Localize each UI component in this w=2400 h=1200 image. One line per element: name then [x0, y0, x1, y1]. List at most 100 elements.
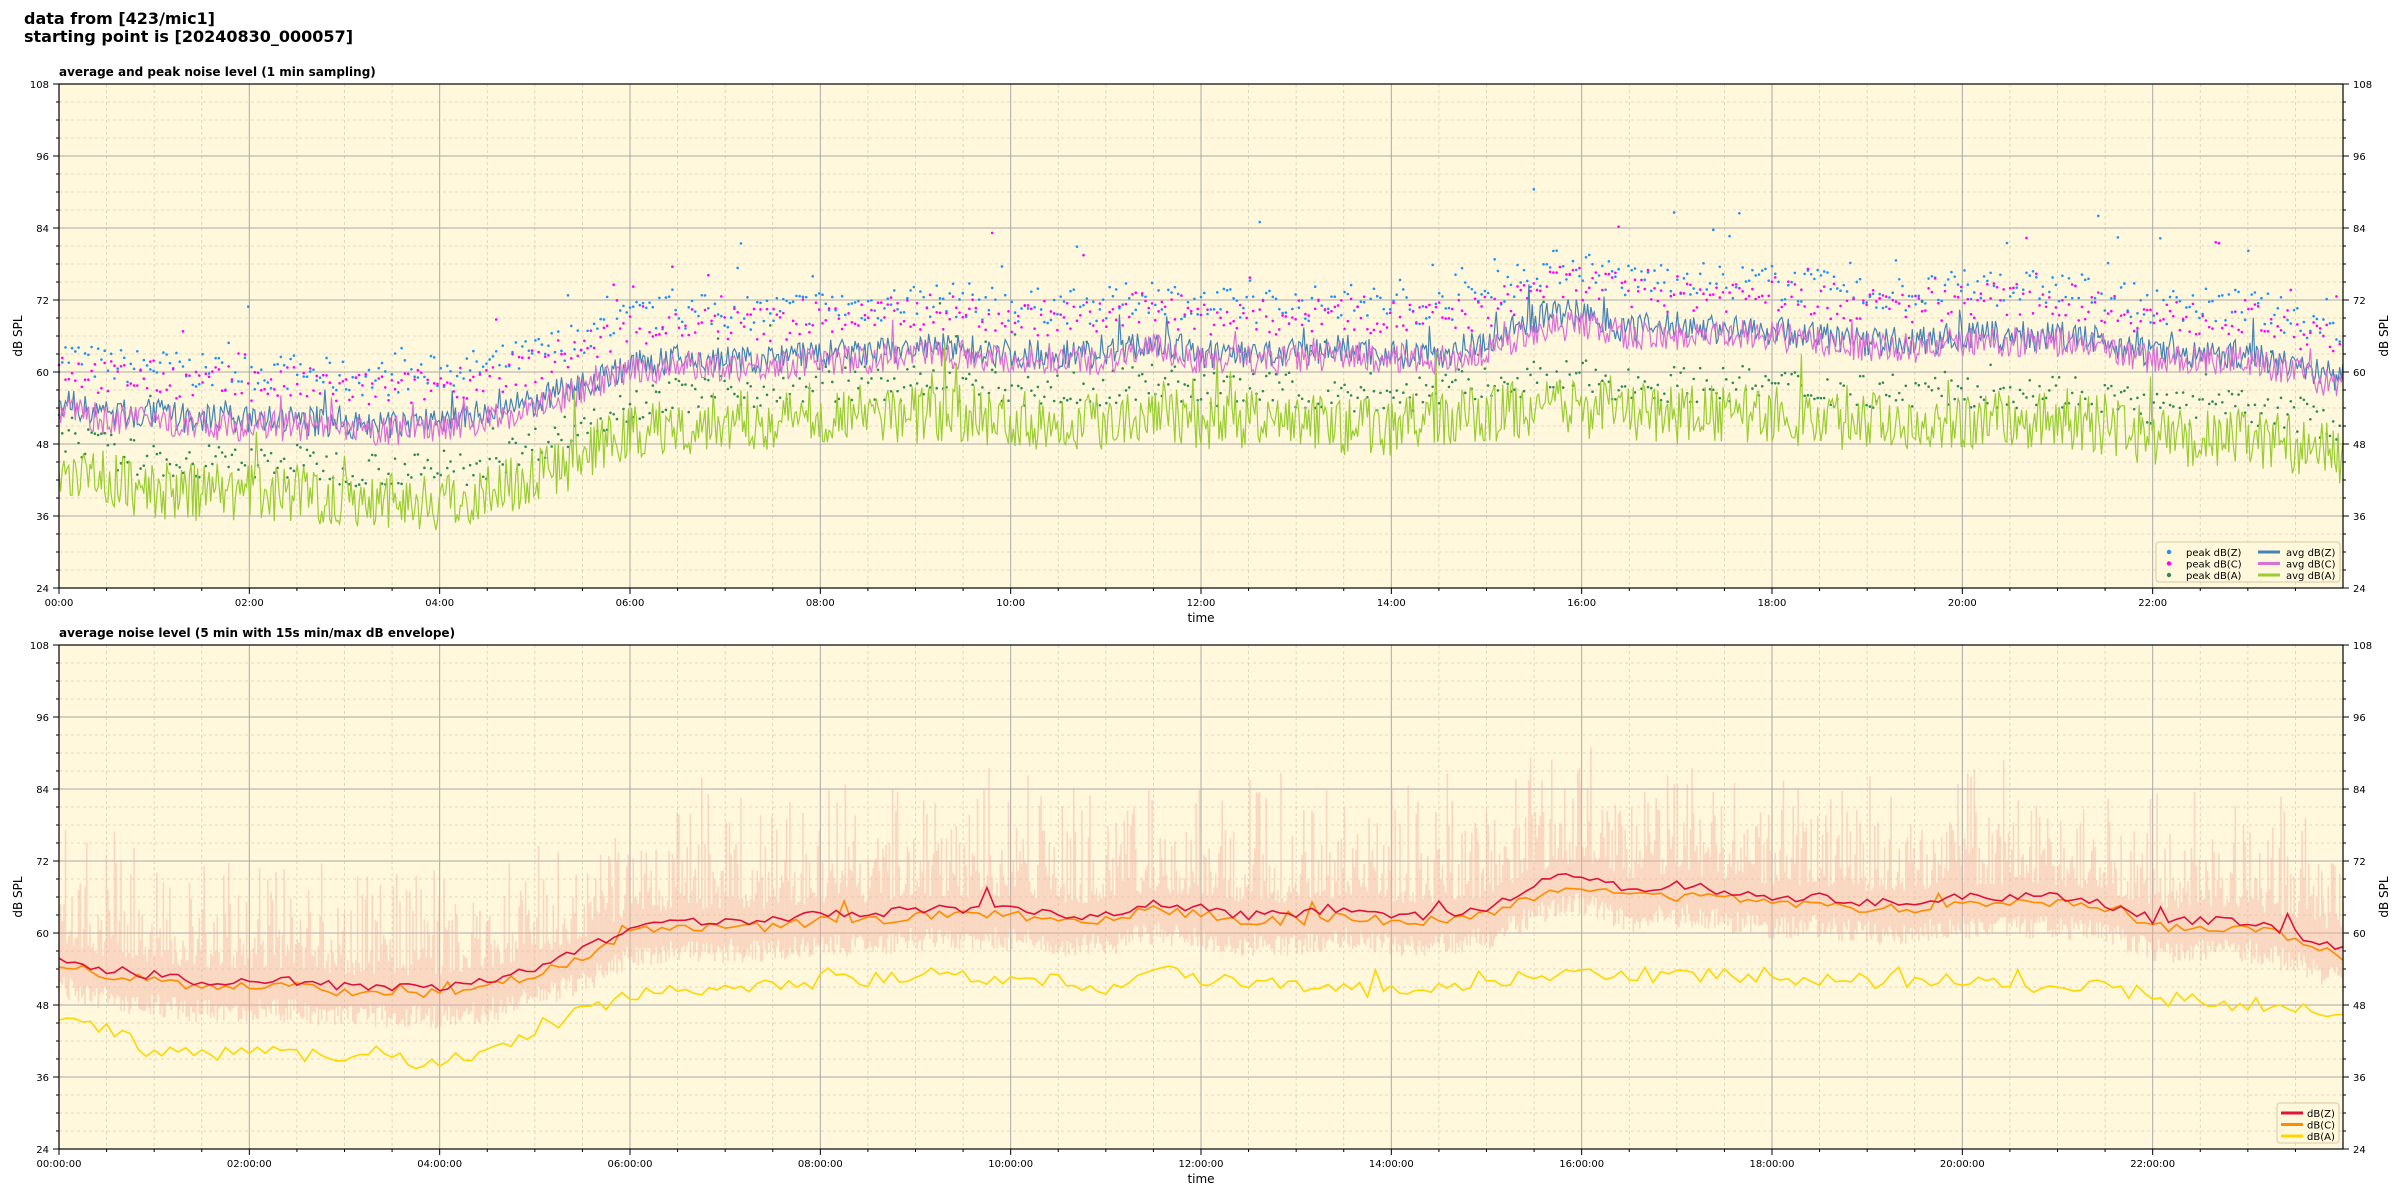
data-point: [804, 323, 808, 326]
data-point: [994, 298, 997, 301]
data-point: [243, 353, 247, 356]
data-point: [357, 483, 361, 486]
series-peak-z: [57, 188, 2342, 397]
data-point: [357, 381, 361, 385]
data-point: [93, 432, 97, 435]
data-point: [1072, 305, 1076, 309]
data-point: [224, 455, 227, 458]
data-point: [866, 316, 870, 320]
x-tick-label: 18:00: [1758, 598, 1787, 609]
data-point: [1891, 298, 1895, 302]
data-point: [1679, 371, 1682, 374]
data-point: [886, 297, 890, 300]
data-point: [1160, 300, 1164, 304]
data-point: [2198, 398, 2201, 401]
data-point: [2331, 321, 2335, 325]
data-point: [1623, 280, 1627, 283]
data-point: [1966, 377, 1970, 380]
data-point: [2269, 317, 2273, 321]
data-point: [100, 432, 103, 436]
data-point: [1150, 302, 1154, 305]
data-point: [1343, 383, 1346, 387]
data-point: [1428, 394, 1431, 397]
data-point: [459, 453, 462, 456]
data-point: [400, 346, 403, 350]
data-point: [876, 368, 880, 372]
figure-header: data from [423/mic1] starting point is […: [24, 10, 353, 46]
data-point: [2041, 285, 2045, 288]
data-point: [1030, 290, 1033, 293]
data-point: [1385, 312, 1389, 315]
data-point: [1640, 278, 1643, 282]
data-point: [165, 353, 168, 356]
data-point: [1447, 316, 1451, 320]
data-point: [1614, 397, 1617, 401]
data-point: [1721, 290, 1725, 294]
data-point: [1790, 372, 1793, 376]
data-point: [661, 325, 664, 329]
legend-label: peak dB(A): [2186, 571, 2242, 582]
data-point: [1614, 275, 1617, 279]
data-point: [693, 387, 697, 391]
data-point: [2172, 289, 2175, 293]
data-point: [2119, 390, 2123, 394]
data-point: [253, 370, 257, 374]
data-point: [1333, 381, 1337, 384]
x-tick-label: 10:00:00: [988, 1159, 1033, 1170]
data-point: [788, 331, 792, 335]
data-point: [1176, 380, 1180, 383]
data-point: [1956, 384, 1960, 388]
data-point: [1193, 378, 1196, 382]
data-point: [1927, 277, 1930, 280]
data-point: [661, 327, 664, 331]
data-point: [136, 349, 139, 353]
data-point: [1855, 317, 1859, 320]
data-point: [1441, 379, 1444, 383]
data-point: [974, 379, 978, 382]
data-point: [462, 396, 465, 399]
data-point: [211, 370, 214, 373]
data-point: [596, 327, 599, 330]
data-point: [863, 318, 867, 322]
data-point: [2276, 406, 2280, 409]
data-point: [1206, 308, 1209, 311]
data-point: [674, 313, 677, 316]
data-point: [1721, 272, 1725, 276]
data-point: [475, 360, 478, 363]
data-point: [954, 306, 958, 309]
data-point: [1937, 298, 1940, 302]
data-point: [1552, 385, 1555, 389]
data-point: [1473, 291, 1477, 294]
data-point: [1930, 290, 1934, 294]
data-point: [1813, 312, 1816, 315]
data-point: [537, 350, 540, 354]
data-point: [2194, 332, 2198, 336]
data-point: [1124, 302, 1128, 306]
data-point: [1261, 299, 1265, 303]
data-point: [1640, 270, 1643, 273]
data-point: [1937, 387, 1940, 390]
data-point: [769, 324, 772, 327]
data-point: [2119, 286, 2123, 289]
data-point: [739, 242, 743, 245]
data-point: [1754, 297, 1757, 301]
data-point: [60, 361, 64, 364]
data-point: [1225, 310, 1229, 314]
data-point: [1829, 317, 1833, 321]
data-point: [1415, 321, 1418, 324]
data-point: [1170, 369, 1173, 373]
data-point: [348, 398, 351, 402]
data-point: [181, 365, 185, 368]
data-point: [1532, 282, 1536, 285]
data-point: [932, 369, 935, 372]
data-point: [778, 316, 782, 319]
data-point: [912, 323, 916, 327]
data-point: [795, 322, 798, 326]
data-point: [1702, 388, 1705, 392]
data-point: [2234, 404, 2237, 408]
data-point: [935, 284, 939, 287]
data-point: [1666, 400, 1669, 403]
data-point: [1522, 268, 1526, 272]
data-point: [1157, 289, 1160, 292]
data-point: [279, 355, 283, 359]
